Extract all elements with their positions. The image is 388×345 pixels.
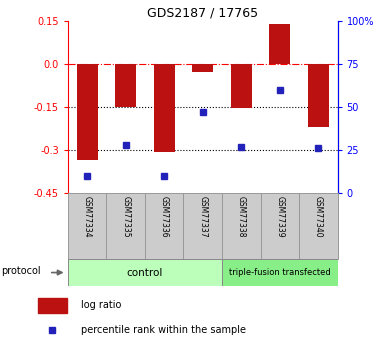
Text: protocol: protocol [1,266,41,276]
Bar [299,193,338,259]
Bar [192,64,213,72]
Text: GSM77334: GSM77334 [83,196,92,238]
Text: triple-fusion transfected: triple-fusion transfected [229,268,331,277]
Text: control: control [127,268,163,277]
Text: GSM77337: GSM77337 [198,196,207,238]
Bar [260,193,299,259]
Bar [154,64,175,151]
Text: GSM77340: GSM77340 [314,196,323,238]
Bar [230,64,252,108]
Text: GSM77336: GSM77336 [160,196,169,238]
Text: log ratio: log ratio [81,300,121,310]
Bar [145,193,184,259]
Bar [222,193,260,259]
Text: GSM77338: GSM77338 [237,196,246,238]
Bar [184,193,222,259]
Text: GSM77339: GSM77339 [275,196,284,238]
Bar [38,297,67,313]
Bar [308,64,329,127]
Text: GSM77335: GSM77335 [121,196,130,238]
Bar [68,259,222,286]
Text: percentile rank within the sample: percentile rank within the sample [81,325,246,335]
Title: GDS2187 / 17765: GDS2187 / 17765 [147,7,258,20]
Bar [76,64,98,160]
Bar [68,193,106,259]
Bar [106,193,145,259]
Bar [269,23,290,64]
Bar [222,259,338,286]
Bar [115,64,136,107]
